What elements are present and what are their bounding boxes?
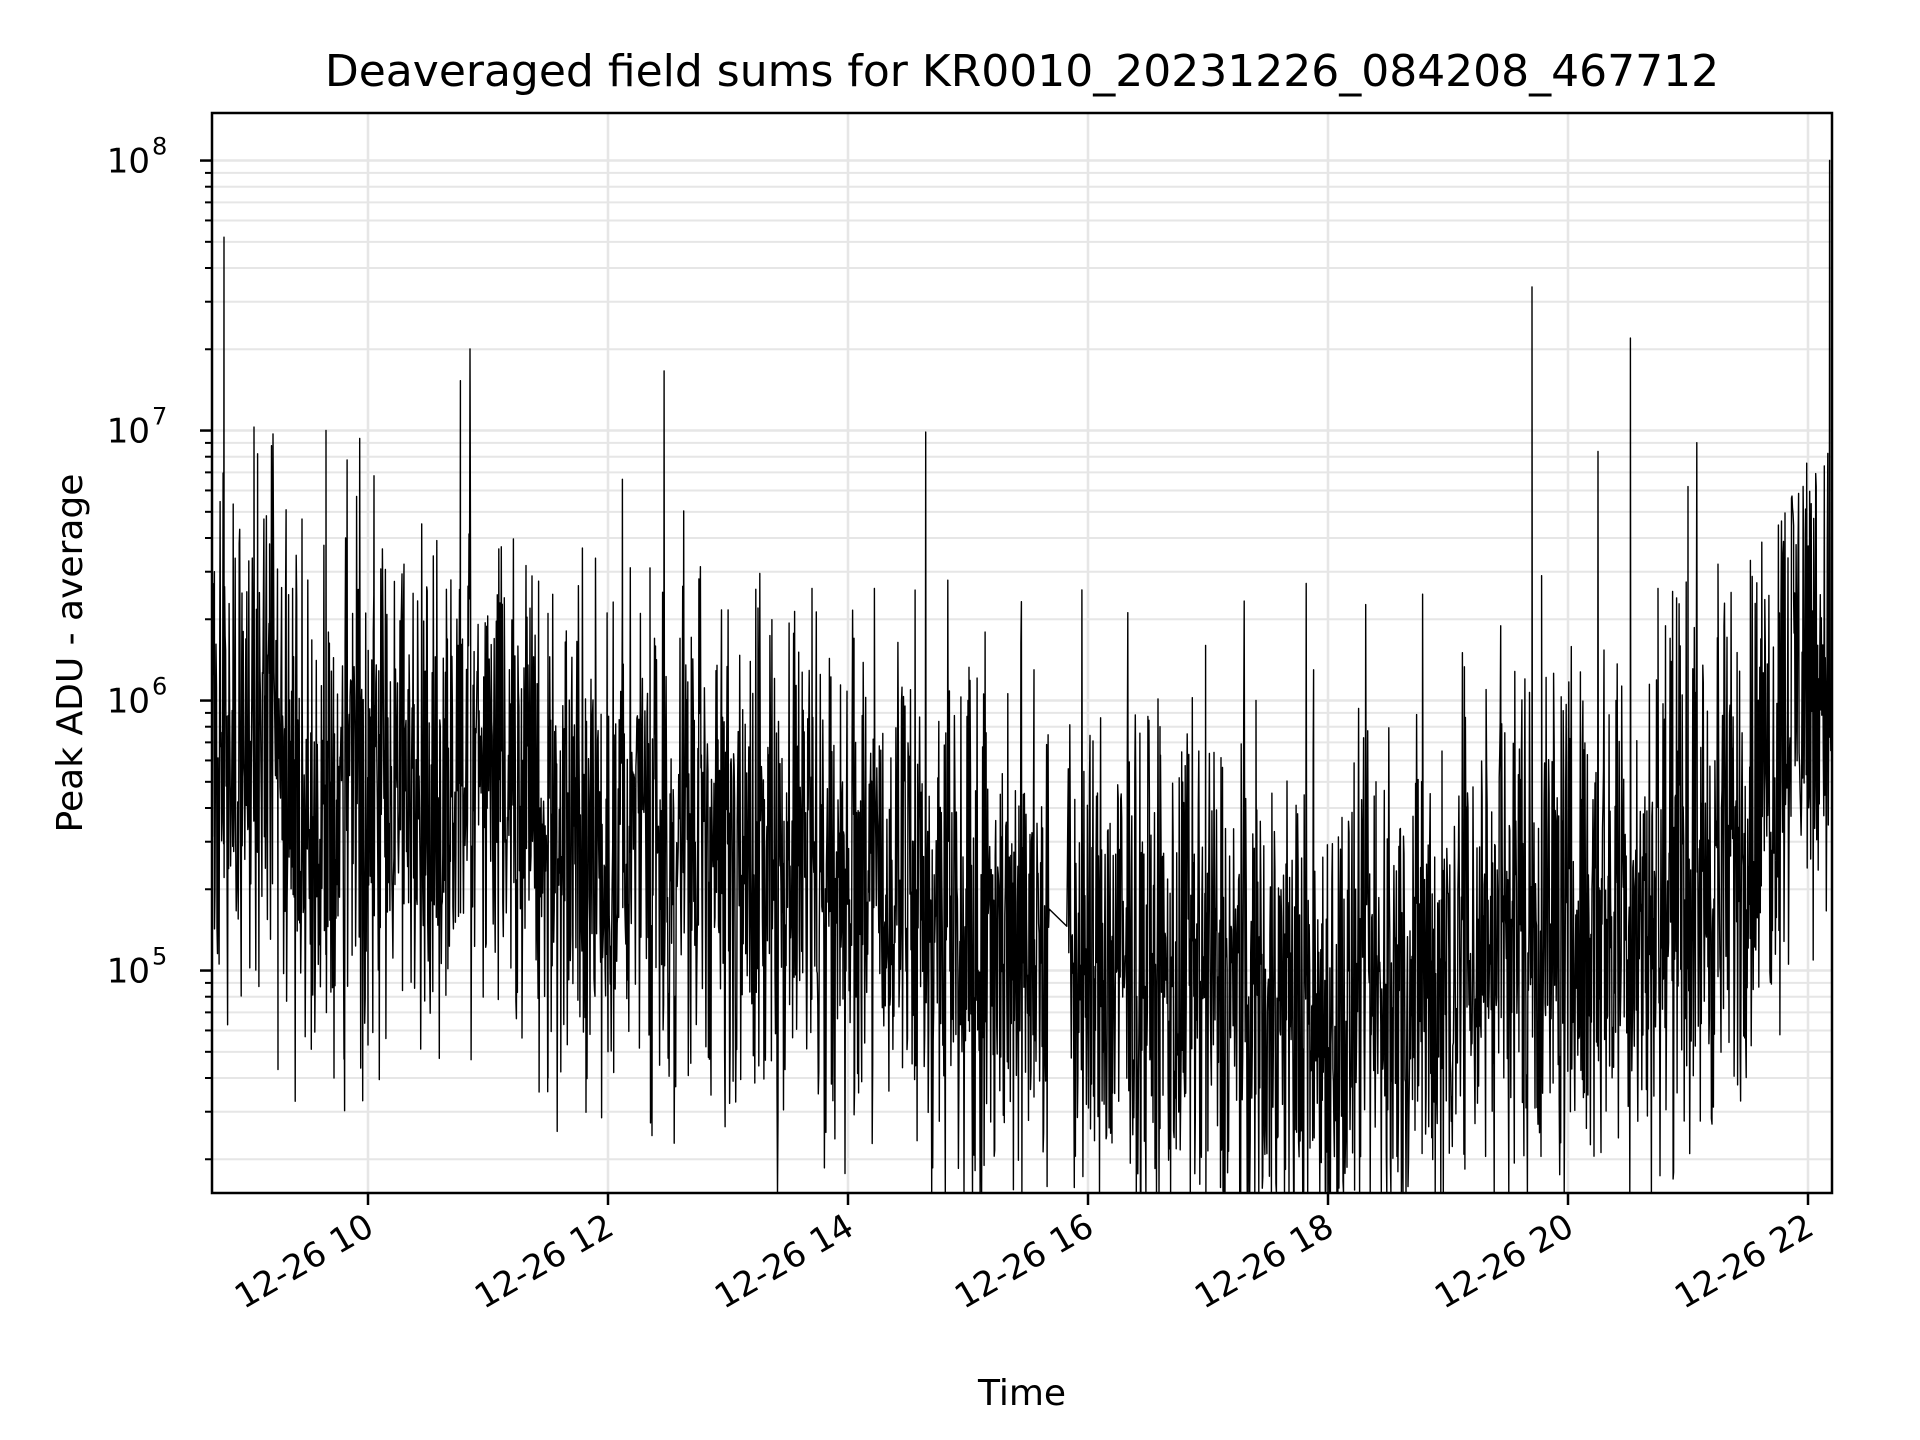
x-tick-label: 12-26 20	[1428, 1206, 1580, 1317]
chart-title: Deaveraged field sums for KR0010_2023122…	[325, 46, 1719, 97]
x-tick-label: 12-26 14	[708, 1206, 860, 1317]
x-axis: 12-26 10 12-26 12 12-26 14 12-26 16 12-26 18…	[228, 1193, 1821, 1317]
y-tick-label-exponent: 6	[152, 673, 167, 701]
y-axis-label: Peak ADU - average	[50, 474, 91, 833]
y-tick-label-exponent: 5	[152, 943, 167, 971]
y-tick-label: 10	[107, 142, 150, 182]
plot-frame	[210, 111, 1834, 1195]
y-tick-label-exponent: 7	[152, 403, 167, 431]
y-tick-label-exponent: 8	[152, 133, 167, 161]
x-tick-label: 12-26 10	[228, 1206, 380, 1317]
series-layer	[211, 159, 1833, 1194]
x-tick-label: 12-26 22	[1668, 1206, 1820, 1317]
x-tick-label: 12-26 12	[468, 1206, 620, 1317]
x-axis-label: Time	[977, 1373, 1066, 1414]
y-tick-label: 10	[107, 682, 150, 722]
y-tick-label: 10	[107, 412, 150, 452]
y-tick-label: 10	[107, 952, 150, 992]
x-tick-label: 12-26 16	[948, 1206, 1100, 1317]
x-tick-label: 12-26 18	[1188, 1206, 1340, 1317]
series-line	[211, 159, 1833, 1194]
